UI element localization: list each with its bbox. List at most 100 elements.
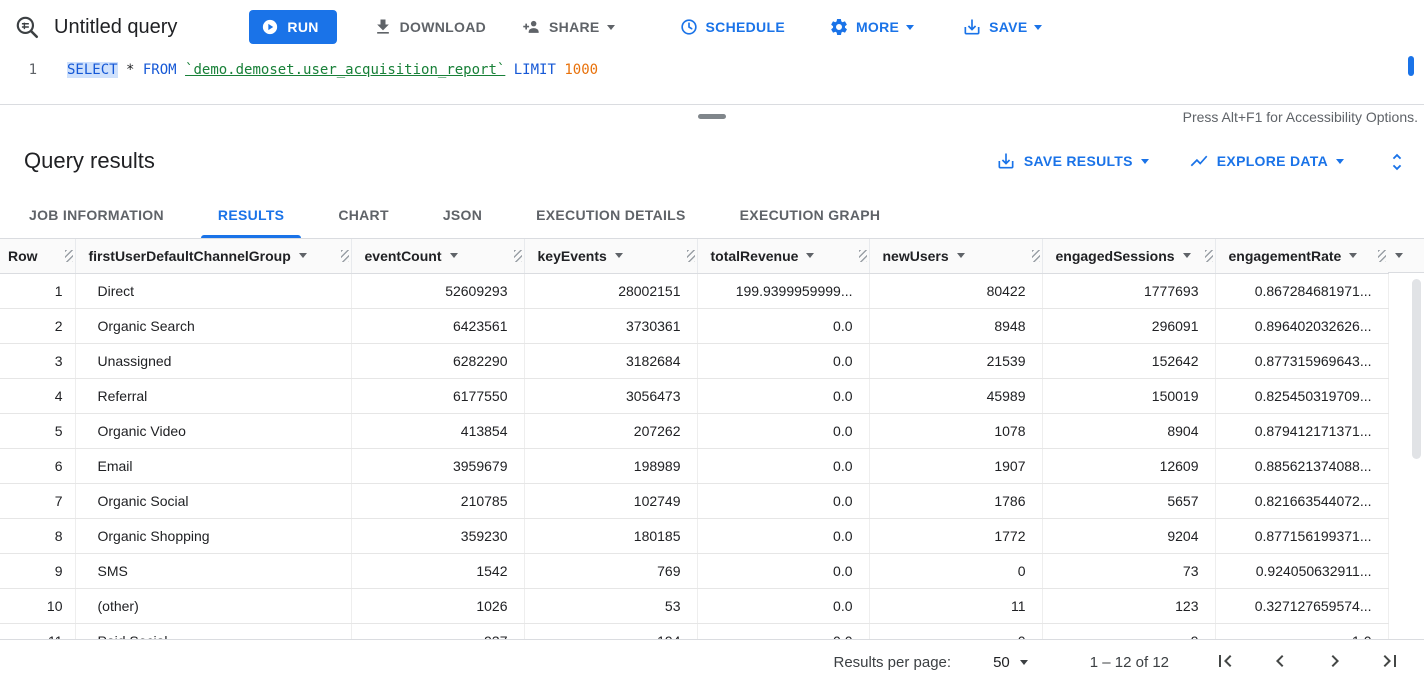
table-cell: 3959679 xyxy=(351,448,525,484)
table-cell: 180185 xyxy=(524,518,698,554)
table-cell: 12609 xyxy=(1042,448,1216,484)
tab-json[interactable]: JSON xyxy=(442,207,483,223)
table-cell: Paid Social xyxy=(75,623,352,639)
sql-number-literal: 1000 xyxy=(564,62,599,78)
table-cell: 1907 xyxy=(869,448,1043,484)
tab-chart[interactable]: CHART xyxy=(338,207,389,223)
table-scrollbar-thumb[interactable] xyxy=(1412,279,1421,459)
run-button[interactable]: RUN xyxy=(249,10,337,44)
download-label: DOWNLOAD xyxy=(399,19,487,35)
table-cell: 6423561 xyxy=(351,308,525,344)
table-cell: 0.327127659574... xyxy=(1215,588,1389,624)
column-resize-handle[interactable] xyxy=(1377,249,1386,262)
column-resize-handle[interactable] xyxy=(64,249,73,262)
column-header-inner: Row xyxy=(0,239,75,273)
column-header-row: Row xyxy=(0,239,76,274)
tab-results[interactable]: RESULTS xyxy=(191,192,311,238)
sql-keyword-from: FROM xyxy=(142,62,186,78)
column-resize-handle[interactable] xyxy=(513,249,522,262)
results-actions: SAVE RESULTS EXPLORE DATA xyxy=(996,151,1406,171)
column-header-totalrevenue[interactable]: totalRevenue xyxy=(697,239,870,274)
table-cell: 1772 xyxy=(869,518,1043,554)
table-cell: 8904 xyxy=(1042,413,1216,449)
table-cell: 0.0 xyxy=(697,413,870,449)
play-circle-icon xyxy=(261,18,279,36)
sql-code-line[interactable]: SELECT * FROM `demo.demoset.user_acquisi… xyxy=(50,54,598,104)
chevron-down-icon xyxy=(1034,24,1043,30)
share-button[interactable]: SHARE xyxy=(512,9,625,45)
column-header-keyevents[interactable]: keyEvents xyxy=(524,239,698,274)
last-page-button[interactable] xyxy=(1378,651,1402,675)
column-header-firstuserdefaultchannelgroup[interactable]: firstUserDefaultChannelGroup xyxy=(75,239,352,274)
sql-keyword-select: SELECT xyxy=(67,62,118,78)
sql-table-reference-link[interactable]: `demo.demoset.user_acquisition_report` xyxy=(185,62,506,78)
tab-job-information[interactable]: JOB INFORMATION xyxy=(29,207,164,223)
column-header-inner: engagementRate xyxy=(1216,239,1388,273)
column-resize-handle[interactable] xyxy=(858,249,867,262)
save-results-button[interactable]: SAVE RESULTS xyxy=(996,151,1149,171)
run-label: RUN xyxy=(287,19,319,35)
results-table-area: Row firstUserDefaultChannelGroup eventCoun… xyxy=(0,239,1424,639)
table-cell: 1.0 xyxy=(1215,623,1389,639)
column-resize-handle[interactable] xyxy=(686,249,695,262)
download-button[interactable]: DOWNLOAD xyxy=(363,9,496,45)
editor-scrollbar-thumb[interactable] xyxy=(1408,56,1414,76)
gear-icon xyxy=(829,17,849,37)
table-cell: 194 xyxy=(524,623,698,639)
table-cell: 3730361 xyxy=(524,308,698,344)
tab-execution-details[interactable]: EXECUTION DETAILS xyxy=(536,207,686,223)
more-button[interactable]: MORE xyxy=(819,9,924,45)
more-label: MORE xyxy=(855,19,900,35)
sort-caret-icon[interactable] xyxy=(449,253,458,259)
table-cell: 52609293 xyxy=(351,273,525,309)
previous-page-button[interactable] xyxy=(1268,651,1292,675)
sql-editor[interactable]: 1 SELECT * FROM `demo.demoset.user_acqui… xyxy=(0,54,1424,104)
save-button[interactable]: SAVE xyxy=(952,9,1052,45)
column-header-inner: firstUserDefaultChannelGroup xyxy=(76,239,351,273)
person-add-icon xyxy=(522,17,542,37)
download-icon xyxy=(373,17,393,37)
page-size-select[interactable]: 50 xyxy=(993,654,1028,671)
column-resize-handle[interactable] xyxy=(1031,249,1040,262)
table-row: 4 Referral 6177550 3056473 0.0 45989 150019 0.8… xyxy=(0,378,1389,414)
tab-execution-graph[interactable]: EXECUTION GRAPH xyxy=(739,207,881,223)
table-cell: 0.879412171371... xyxy=(1215,413,1389,449)
sort-caret-icon[interactable] xyxy=(298,253,307,259)
expand-collapse-results-button[interactable] xyxy=(1386,151,1406,171)
column-resize-handle[interactable] xyxy=(1204,249,1213,262)
sort-caret-icon[interactable] xyxy=(1395,253,1403,258)
table-cell: 150019 xyxy=(1042,378,1216,414)
first-page-button[interactable] xyxy=(1213,651,1237,675)
table-cell: 0.867284681971... xyxy=(1215,273,1389,309)
column-label: totalRevenue xyxy=(710,247,799,264)
table-cell: 21539 xyxy=(869,343,1043,379)
table-cell: Organic Video xyxy=(75,413,352,449)
panel-resize-handle[interactable] xyxy=(698,114,726,119)
sort-caret-icon[interactable] xyxy=(614,253,623,259)
results-tabs: JOB INFORMATION RESULTS CHART JSON EXECUTION… xyxy=(0,192,1424,239)
results-per-page-label: Results per page: xyxy=(833,654,952,671)
table-cell: 123 xyxy=(1042,588,1216,624)
next-page-button[interactable] xyxy=(1323,651,1347,675)
table-cell: 0.896402032626... xyxy=(1215,308,1389,344)
table-cell: 413854 xyxy=(351,413,525,449)
explore-data-button[interactable]: EXPLORE DATA xyxy=(1189,151,1344,171)
column-label: eventCount xyxy=(364,247,442,264)
sort-caret-icon[interactable] xyxy=(806,253,815,259)
column-header-engagementrate[interactable]: engagementRate xyxy=(1215,239,1389,274)
row-number-cell: 4 xyxy=(0,378,76,414)
column-header-eventcount[interactable]: eventCount xyxy=(351,239,525,274)
column-header-engagedsessions[interactable]: engagedSessions xyxy=(1042,239,1216,274)
table-cell: 0.821663544072... xyxy=(1215,483,1389,519)
save-label: SAVE xyxy=(989,19,1028,35)
column-resize-handle[interactable] xyxy=(340,249,349,262)
sort-caret-icon[interactable] xyxy=(1349,253,1358,259)
share-label: SHARE xyxy=(549,19,600,35)
table-cell: 9204 xyxy=(1042,518,1216,554)
results-table-body: 1 Direct 52609293 28002151 199.9399959999...… xyxy=(0,273,1389,639)
column-header-newusers[interactable]: newUsers xyxy=(869,239,1043,274)
page-size-value: 50 xyxy=(993,654,1010,671)
sort-caret-icon[interactable] xyxy=(956,253,965,259)
sort-caret-icon[interactable] xyxy=(1182,253,1191,259)
schedule-button[interactable]: SCHEDULE xyxy=(669,9,795,45)
